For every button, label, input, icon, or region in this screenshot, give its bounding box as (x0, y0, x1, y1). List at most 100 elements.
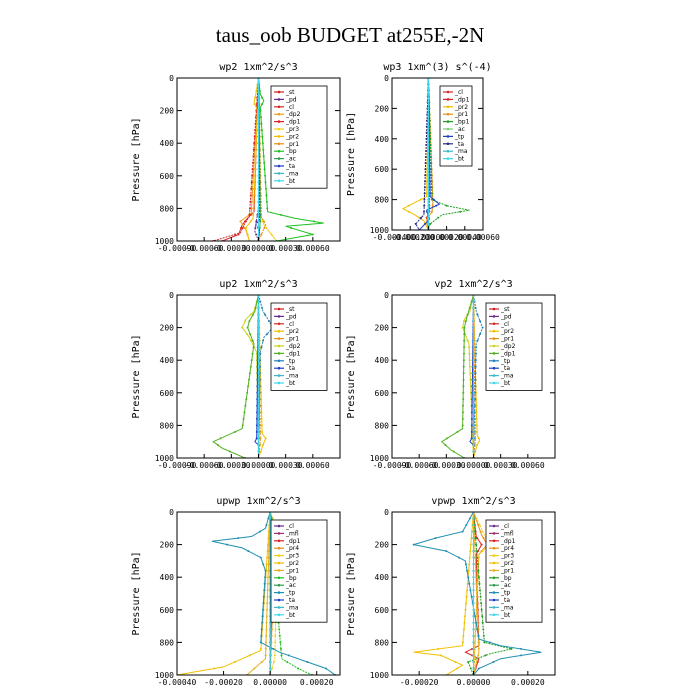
series-point (470, 595, 473, 598)
series-point (260, 391, 263, 394)
series-point (480, 543, 483, 546)
y-tick-label: 400 (375, 356, 390, 365)
series-point (427, 186, 430, 189)
series-point (477, 667, 480, 670)
series-point (472, 661, 475, 663)
series-point (216, 444, 219, 446)
series-point (429, 180, 431, 183)
series-point (472, 417, 475, 420)
series-point (463, 339, 466, 342)
legend-marker (492, 344, 496, 348)
series-group (212, 295, 274, 458)
legend-marker (492, 606, 496, 609)
series-point (472, 307, 475, 309)
series-point (265, 200, 268, 203)
series-point (250, 181, 253, 184)
legend: _cl_dp1_pr2_pr1_bp1_ac_tp_ta_ma_bt (439, 85, 473, 167)
series-point (260, 346, 263, 349)
legend-label: _ta (500, 597, 510, 604)
x-tick-label: 0.00060 (511, 461, 545, 470)
series-point (250, 359, 253, 362)
series-point (423, 204, 426, 207)
series-point (476, 615, 479, 618)
series-point (269, 654, 272, 657)
series-point (244, 404, 247, 407)
series-point (479, 530, 482, 533)
series-point (255, 103, 258, 106)
y-tick-label: 600 (160, 389, 175, 398)
y-tick-label: 200 (375, 324, 390, 333)
y-tick-label: 200 (160, 324, 175, 333)
series-point (264, 654, 267, 657)
legend-marker (277, 127, 281, 131)
series-point (475, 411, 478, 414)
series-point (475, 404, 478, 407)
series-point (249, 200, 252, 203)
series-point (473, 398, 476, 401)
legend-label: _dp2 (285, 343, 301, 350)
series-point (472, 385, 475, 388)
y-tick-label: 400 (375, 135, 390, 144)
series-point (248, 213, 251, 216)
y-tick-label: 0 (169, 291, 174, 300)
series-point (254, 129, 257, 132)
series-point (427, 174, 430, 177)
series-point (424, 168, 427, 171)
series-point (241, 227, 244, 229)
series-point (472, 550, 475, 553)
series-point (262, 155, 265, 158)
legend-label: _dp1 (285, 538, 301, 545)
series-point (257, 168, 260, 171)
series-point (466, 569, 468, 572)
series-point (253, 187, 256, 190)
series-point (472, 444, 475, 446)
legend-marker (492, 561, 496, 565)
series-point (267, 569, 270, 572)
legend-box (270, 85, 328, 189)
series-line-ta (255, 78, 260, 241)
legend-marker (446, 90, 450, 94)
series-point (258, 372, 261, 375)
series-point (257, 83, 260, 86)
series-point (463, 352, 465, 355)
series-point (476, 339, 479, 342)
series-point (472, 398, 475, 401)
x-tick-label: 0.00030 (269, 461, 303, 470)
panel-3: vp2 1xm^2/s^3 Pressure [hPa] 0 200 400 600 800… (346, 279, 556, 470)
series-point (261, 307, 264, 309)
legend-label: _pr1 (500, 336, 514, 343)
y-axis-label: Pressure [hPa] (131, 551, 142, 635)
legend-marker (446, 98, 450, 101)
series-point (484, 654, 487, 657)
series-point (262, 602, 265, 605)
series-point (425, 186, 428, 189)
series-point (253, 181, 256, 184)
series-point (257, 307, 260, 309)
series-point (249, 194, 252, 197)
series-point (462, 378, 465, 381)
series-point (263, 161, 266, 164)
y-tick-label: 200 (160, 541, 175, 550)
series-point (427, 222, 430, 225)
series-point (475, 595, 478, 598)
legend-label: _pr3 (285, 553, 299, 560)
series-point (469, 385, 472, 388)
legend-marker (277, 606, 281, 609)
legend-label: _bt (500, 612, 511, 619)
series-point (425, 180, 428, 183)
series-point (472, 430, 475, 433)
series-point (475, 621, 478, 624)
series-point (264, 174, 267, 177)
series-point (266, 333, 268, 336)
series-point (465, 602, 468, 605)
series-point (477, 634, 480, 637)
series-point (468, 352, 471, 355)
legend-marker (277, 105, 281, 109)
series-point (464, 615, 466, 618)
series-point (257, 220, 260, 223)
series-point (427, 198, 430, 201)
series-point (248, 654, 251, 657)
series-point (257, 103, 260, 106)
legend-label: _dp1 (285, 350, 301, 357)
series-point (427, 162, 430, 165)
